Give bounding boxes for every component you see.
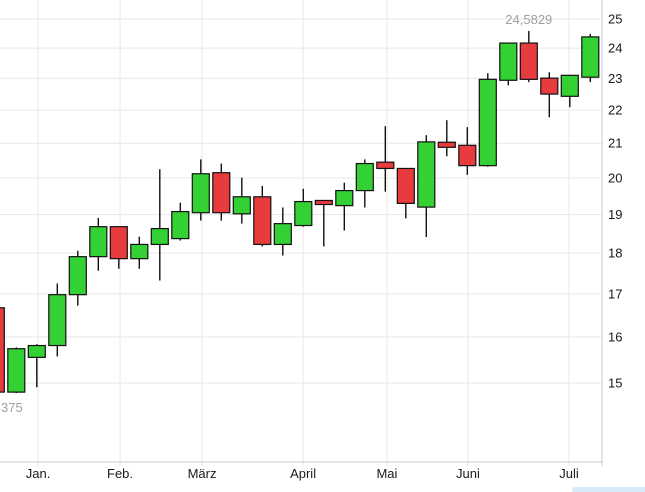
candle-up[interactable] (89, 217, 108, 271)
candle-body (232, 196, 251, 215)
y-axis-label: 15 (608, 376, 622, 391)
candle-body (540, 77, 559, 95)
y-axis-label: 19 (608, 207, 622, 222)
candle-body (294, 200, 313, 227)
candle-body (458, 144, 477, 167)
candle-up[interactable] (478, 73, 497, 167)
candle-up[interactable] (68, 250, 87, 306)
candle-body (171, 210, 190, 240)
y-axis-label: 16 (608, 330, 622, 345)
candle-body (560, 74, 579, 97)
candle-up[interactable] (417, 135, 436, 238)
candle-body (335, 189, 354, 207)
y-axis-label: 17 (608, 286, 622, 301)
y-axis-label: 22 (608, 103, 622, 118)
candle-up[interactable] (171, 202, 190, 241)
candle-down[interactable] (519, 30, 538, 83)
candle-body (581, 36, 600, 78)
y-axis-label: 23 (608, 71, 622, 86)
candle-down[interactable] (212, 163, 231, 221)
x-axis-label: März (188, 466, 217, 481)
candle-up[interactable] (232, 177, 251, 224)
candle-body (437, 141, 456, 148)
candle-down[interactable] (109, 226, 128, 269)
candle-down[interactable] (314, 199, 333, 247)
candle-up[interactable] (499, 42, 518, 86)
candle-body (253, 196, 272, 246)
candle-down[interactable] (253, 185, 272, 247)
candle-up[interactable] (560, 74, 579, 108)
candle-body (7, 348, 26, 393)
y-axis-label: 18 (608, 246, 622, 261)
candle-down[interactable] (458, 127, 477, 175)
x-axis-label: Juni (456, 466, 480, 481)
candle-down[interactable] (437, 120, 456, 157)
y-axis-label: 20 (608, 171, 622, 186)
x-axis-label: Juli (559, 466, 579, 481)
candle-body (417, 141, 436, 208)
x-axis-label: Feb. (107, 466, 133, 481)
candle-up[interactable] (48, 283, 67, 357)
x-axis-label: April (290, 466, 316, 481)
candle-down[interactable] (540, 72, 559, 118)
candle-up[interactable] (7, 347, 26, 394)
candle-body (48, 294, 67, 347)
x-axis-label: Jan. (26, 466, 51, 481)
candle-body (109, 226, 128, 260)
y-axis-label: 25 (608, 12, 622, 27)
candle-body (27, 344, 46, 358)
candle-up[interactable] (191, 159, 210, 221)
candle-body (0, 307, 5, 393)
candle-up[interactable] (355, 159, 374, 208)
candle-up[interactable] (335, 182, 354, 231)
candle-up[interactable] (273, 207, 292, 256)
y-axis-label: 21 (608, 136, 622, 151)
candle-down[interactable] (396, 167, 415, 219)
candle-up[interactable] (27, 344, 46, 388)
high-value-label: 24,5829 (505, 12, 552, 27)
candle-body (130, 243, 149, 260)
candle-body (519, 42, 538, 80)
candle-up[interactable] (294, 188, 313, 227)
low-value-label: 375 (1, 400, 23, 415)
candle-up[interactable] (581, 33, 600, 83)
candle-body (376, 161, 395, 170)
candle-body (89, 226, 108, 258)
y-axis-label: 24 (608, 41, 622, 56)
candle-up[interactable] (150, 169, 169, 281)
candle-down[interactable] (376, 126, 395, 192)
candle-down[interactable] (0, 307, 5, 397)
partial-ui-element[interactable] (572, 487, 645, 492)
candle-body (478, 78, 497, 167)
candle-up[interactable] (130, 236, 149, 269)
candle-body (355, 162, 374, 192)
x-axis-label: Mai (376, 466, 397, 481)
candle-body (212, 172, 231, 214)
candle-body (314, 199, 333, 206)
candle-body (396, 167, 415, 205)
candle-body (499, 42, 518, 81)
candle-body (273, 223, 292, 246)
candle-body (150, 227, 169, 246)
candle-body (191, 173, 210, 214)
candle-body (68, 256, 87, 296)
